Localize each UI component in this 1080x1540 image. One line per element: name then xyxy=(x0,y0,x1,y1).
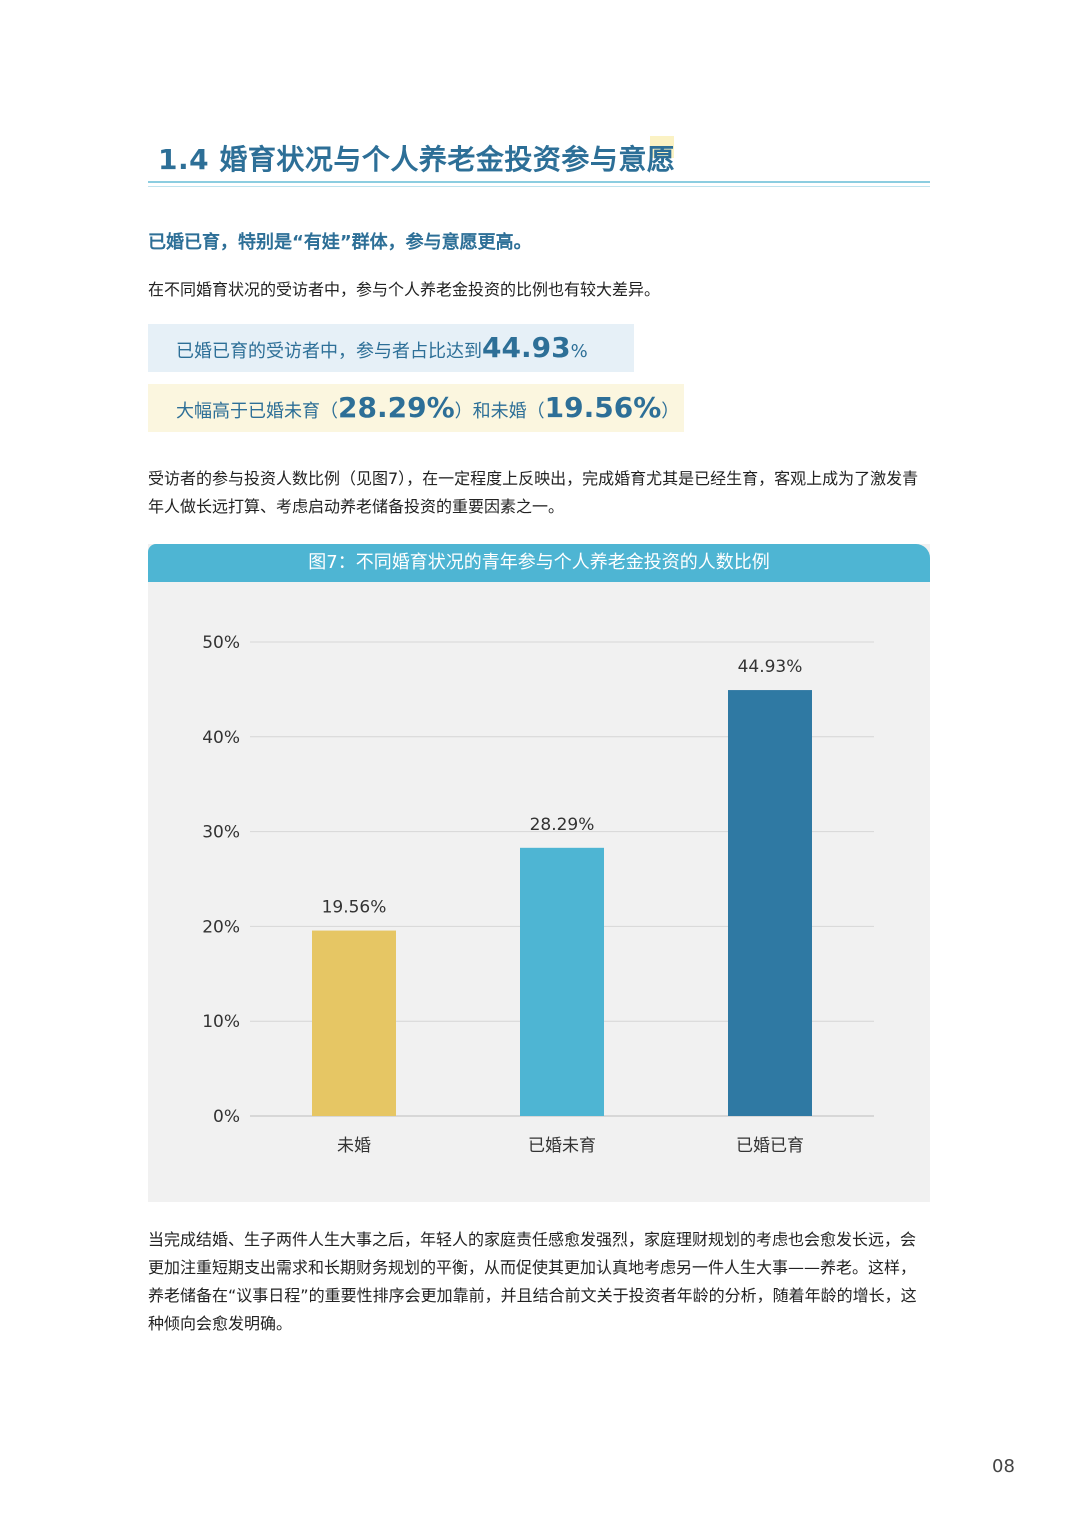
y-tick-label: 50% xyxy=(202,633,240,653)
x-tick-label: 已婚已育 xyxy=(736,1136,804,1156)
body-paragraph-2: 当完成结婚、生子两件人生大事之后，年轻人的家庭责任感愈发强烈，家庭理财规划的考虑… xyxy=(148,1230,917,1333)
y-tick-label: 20% xyxy=(202,917,240,937)
y-tick-label: 0% xyxy=(213,1107,240,1127)
y-tick-label: 30% xyxy=(202,823,240,843)
bar xyxy=(520,847,604,1116)
highlight-text: 已婚已育的受访者中，参与者占比达到 xyxy=(176,341,482,362)
highlight-box-comparison: 大幅高于已婚未育（28.29%）和未婚（19.56%） xyxy=(148,384,684,432)
data-label: 28.29% xyxy=(530,815,595,835)
title-underline-thin xyxy=(148,186,930,187)
bar xyxy=(312,930,396,1116)
intro-paragraph: 在不同婚育状况的受访者中，参与个人养老金投资的比例也有较大差异。 xyxy=(148,280,661,299)
body-paragraph-1: 受访者的参与投资人数比例（见图7），在一定程度上反映出，完成婚育尤其是已经生育，… xyxy=(148,469,919,516)
highlight-text: 大幅高于已婚未育（ xyxy=(176,401,338,422)
x-tick-label: 已婚未育 xyxy=(528,1136,596,1156)
y-tick-label: 40% xyxy=(202,728,240,748)
x-tick-label: 未婚 xyxy=(337,1136,371,1156)
highlight-value-married-no-children: 28.29% xyxy=(338,391,455,424)
data-label: 19.56% xyxy=(322,898,387,918)
highlight-box-married-with-children: 已婚已育的受访者中，参与者占比达到44.93% xyxy=(148,324,634,372)
highlight-unit: % xyxy=(570,341,588,362)
highlight-text: ） xyxy=(661,401,680,422)
highlight-value-unmarried: 19.56% xyxy=(544,391,662,424)
subheading: 已婚已育，特别是“有娃”群体，参与意愿更高。 xyxy=(148,232,532,253)
chart-title: 图7：不同婚育状况的青年参与个人养老金投资的人数比例 xyxy=(148,544,930,582)
highlight-text: ）和未婚（ xyxy=(454,401,545,422)
bar-chart: 0% 10% 20% 30% 40% 50% 19.56% 未婚 28.29% 已婚未育 44.93… xyxy=(202,633,874,1156)
highlight-value: 44.93 xyxy=(482,331,571,364)
data-label: 44.93% xyxy=(738,657,803,677)
bar xyxy=(728,690,812,1116)
y-tick-label: 10% xyxy=(202,1012,240,1032)
title-underline xyxy=(148,181,930,183)
heading-accent-block xyxy=(650,136,674,158)
section-title: 1.4 婚育状况与个人养老金投资参与意愿 xyxy=(158,143,676,176)
page-number: 08 xyxy=(992,1456,1015,1477)
